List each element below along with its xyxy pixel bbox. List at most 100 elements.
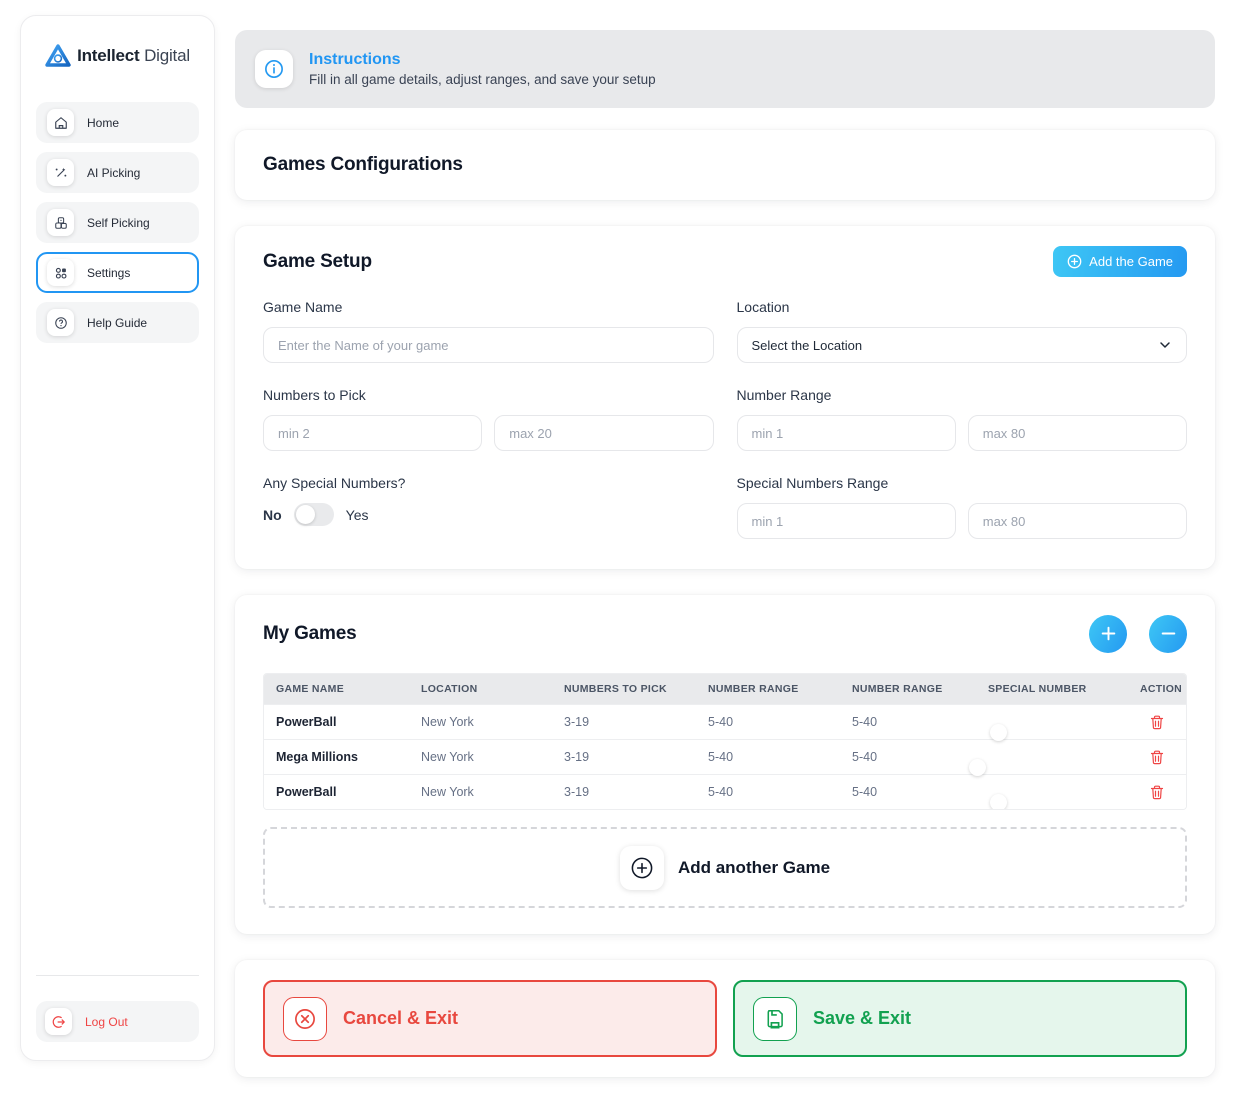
logout-label: Log Out — [85, 1014, 128, 1029]
location-cell: New York — [421, 785, 474, 799]
special-numbers-toggle[interactable] — [293, 503, 334, 526]
game-name-cell: PowerBall — [276, 785, 337, 799]
number-range-cell: 5-40 — [852, 750, 878, 764]
game-name-group: Game Name — [263, 299, 714, 363]
page-title: Games Configurations — [263, 154, 463, 175]
my-games-card: My Games GAME NAME LOCATION NUMBERS TO P… — [235, 595, 1215, 934]
sidebar-item-label: Home — [87, 115, 120, 130]
minus-icon — [1161, 632, 1175, 634]
special-numbers-range-group: Special Numbers Range — [736, 475, 1187, 539]
trash-icon — [1150, 715, 1164, 729]
page-title-card: Games Configurations — [235, 130, 1215, 200]
game-name-label: Game Name — [263, 299, 343, 315]
numbers-to-pick-cell: 3-19 — [564, 715, 590, 729]
location-cell: New York — [421, 715, 474, 729]
triangle-logo-icon — [45, 44, 71, 67]
logout-icon — [45, 1008, 72, 1035]
save-exit-label: Save & Exit — [813, 1008, 912, 1028]
main-content: Instructions Fill in all game details, a… — [235, 30, 1215, 1103]
decrease-rows-button[interactable] — [1149, 615, 1187, 653]
magic-wand-icon — [47, 159, 74, 186]
special-numbers-yes-label: Yes — [345, 506, 369, 523]
save-exit-button[interactable]: Save & Exit — [733, 980, 1187, 1057]
toggle-knob — [990, 724, 1007, 741]
delete-row-button[interactable] — [1149, 714, 1165, 731]
number-range-cell: 5-40 — [708, 715, 734, 729]
number-range-min-input[interactable] — [736, 415, 956, 451]
instructions-text: Instructions Fill in all game details, a… — [309, 51, 656, 87]
number-range-cell: 5-40 — [708, 785, 734, 799]
toggle-knob — [969, 759, 986, 776]
divider — [36, 975, 199, 976]
game-name-cell: Mega Millions — [276, 750, 358, 764]
column-header: NUMBERS TO PICK — [564, 683, 667, 695]
sidebar-item-label: Self Picking — [87, 215, 150, 230]
sidebar-spacer — [36, 343, 199, 975]
add-another-game-label: Add another Game — [677, 857, 831, 877]
game-setup-form: Game Name Location Select the Location N… — [263, 299, 1187, 539]
number-range-cell: 5-40 — [852, 715, 878, 729]
chevron-down-icon — [1160, 342, 1170, 348]
sidebar-item-help-guide[interactable]: Help Guide — [36, 302, 199, 343]
toggle-knob — [295, 505, 315, 524]
increase-rows-button[interactable] — [1089, 615, 1127, 653]
table-header-row: GAME NAME LOCATION NUMBERS TO PICK NUMBE… — [264, 674, 1186, 704]
special-range-max-input[interactable] — [967, 503, 1187, 539]
special-range-min-input[interactable] — [736, 503, 956, 539]
column-header: ACTION — [1140, 683, 1183, 695]
numbers-to-pick-cell: 3-19 — [564, 785, 590, 799]
delete-row-button[interactable] — [1149, 749, 1165, 766]
add-game-button[interactable]: Add the Game — [1053, 246, 1187, 277]
number-range-cell: 5-40 — [852, 785, 878, 799]
instructions-title: Instructions — [309, 51, 401, 68]
game-name-input[interactable] — [263, 327, 714, 363]
dice-icon — [47, 209, 74, 236]
numbers-to-pick-cell: 3-19 — [564, 750, 590, 764]
sidebar-item-self-picking[interactable]: Self Picking — [36, 202, 199, 243]
location-group: Location Select the Location — [736, 299, 1187, 363]
number-range-label: Number Range — [736, 387, 832, 403]
save-icon — [753, 996, 797, 1041]
number-range-cell: 5-40 — [708, 750, 734, 764]
location-select[interactable]: Select the Location — [736, 327, 1187, 363]
game-setup-title: Game Setup — [263, 250, 372, 272]
sidebar-item-label: Settings — [87, 265, 131, 280]
instructions-subtitle: Fill in all game details, adjust ranges,… — [309, 72, 656, 87]
column-header: SPECIAL NUMBER — [988, 683, 1087, 695]
special-numbers-label: Any Special Numbers? — [263, 475, 406, 491]
plus-icon — [1101, 626, 1115, 640]
cancel-circle-icon — [283, 996, 327, 1041]
delete-row-button[interactable] — [1149, 784, 1165, 801]
instructions-banner: Instructions Fill in all game details, a… — [235, 30, 1215, 108]
action-cell — [1128, 714, 1186, 731]
numbers-to-pick-group: Numbers to Pick — [263, 387, 714, 451]
numbers-to-pick-max-input[interactable] — [494, 415, 714, 451]
info-icon — [255, 50, 293, 88]
brand-logo: Intellect Digital — [36, 44, 199, 68]
sidebar-item-label: Help Guide — [87, 315, 148, 330]
grid-icon — [47, 259, 74, 286]
toggle-knob — [990, 794, 1007, 809]
sidebar-item-home[interactable]: Home — [36, 102, 199, 143]
cancel-exit-button[interactable]: Cancel & Exit — [263, 980, 717, 1057]
logout-button[interactable]: Log Out — [36, 1001, 199, 1042]
numbers-to-pick-min-input[interactable] — [263, 415, 483, 451]
number-range-max-input[interactable] — [967, 415, 1187, 451]
column-header: GAME NAME — [276, 683, 345, 695]
add-another-game-button[interactable]: Add another Game — [263, 827, 1187, 908]
my-games-table: GAME NAME LOCATION NUMBERS TO PICK NUMBE… — [263, 673, 1187, 810]
numbers-to-pick-label: Numbers to Pick — [263, 387, 366, 403]
sidebar-item-settings[interactable]: Settings — [36, 252, 199, 293]
my-games-title: My Games — [263, 623, 357, 644]
sidebar-item-label: AI Picking — [87, 165, 141, 180]
add-game-label: Add the Game — [1089, 254, 1173, 269]
plus-circle-icon — [1067, 254, 1082, 269]
table-row: PowerBall New York 3-19 5-40 5-40 — [264, 774, 1186, 809]
action-cell — [1128, 749, 1186, 766]
sidebar-nav: Home AI Picking Self Picking Settings He… — [36, 102, 199, 343]
special-numbers-range-label: Special Numbers Range — [736, 475, 889, 491]
column-header: NUMBER RANGE — [708, 683, 799, 695]
location-cell: New York — [421, 750, 474, 764]
number-range-group: Number Range — [736, 387, 1187, 451]
sidebar-item-ai-picking[interactable]: AI Picking — [36, 152, 199, 193]
